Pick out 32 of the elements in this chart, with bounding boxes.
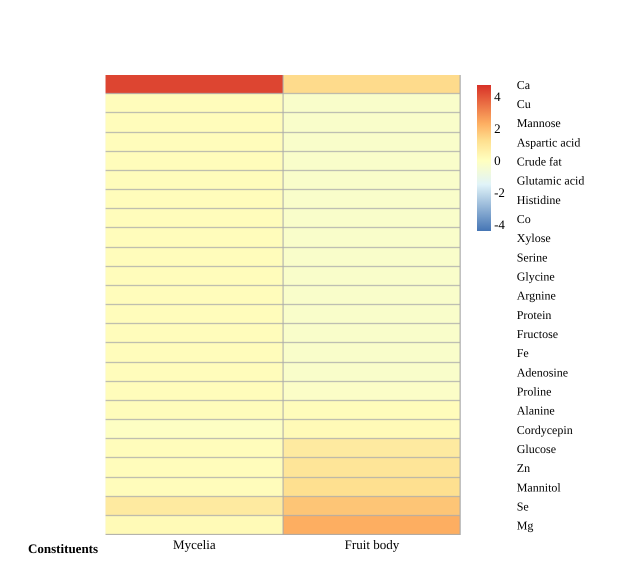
y-tick-label: Adenosine: [516, 365, 568, 380]
y-tick-label: Alanine: [516, 404, 555, 418]
y-tick-label: Glycine: [516, 269, 555, 284]
y-tick-label: Mg: [516, 518, 534, 533]
y-tick-label: Ca: [516, 78, 531, 92]
x-axis-title: Constituents: [28, 541, 98, 556]
x-tick-label: Fruit body: [344, 537, 400, 552]
y-tick-label: Argnine: [516, 288, 556, 303]
y-tick-label: Mannitol: [516, 480, 562, 494]
y-tick-label: Se: [516, 499, 529, 514]
color-bar-label: 2: [494, 120, 501, 136]
x-tick-label: Mycelia: [173, 537, 216, 552]
y-tick-label: Cu: [516, 96, 531, 111]
y-tick-label: Cordycepin: [516, 422, 573, 437]
y-tick-label: Histidine: [516, 192, 561, 207]
color-bar-label: -4: [494, 217, 506, 232]
y-tick-label: Protein: [516, 308, 552, 322]
color-bar-label: -2: [494, 185, 505, 200]
y-tick-label: Co: [516, 212, 531, 226]
y-tick-label: Proline: [516, 384, 552, 398]
color-bar-label: 4: [494, 88, 502, 104]
y-tick-label: Mannose: [516, 116, 561, 130]
y-tick-label: Glucose: [516, 442, 556, 456]
y-tick-label: Fe: [516, 346, 529, 360]
y-tick-label: Aspartic acid: [516, 135, 580, 150]
y-tick-label: Zn: [516, 461, 530, 476]
y-tick-label: Serine: [516, 250, 548, 264]
y-tick-label: Fructose: [516, 326, 558, 341]
y-tick-label: Glutamic acid: [516, 174, 584, 188]
color-bar-label: 0: [494, 152, 501, 168]
y-tick-label: Crude fat: [516, 154, 562, 168]
y-tick-label: Xylose: [516, 231, 551, 246]
